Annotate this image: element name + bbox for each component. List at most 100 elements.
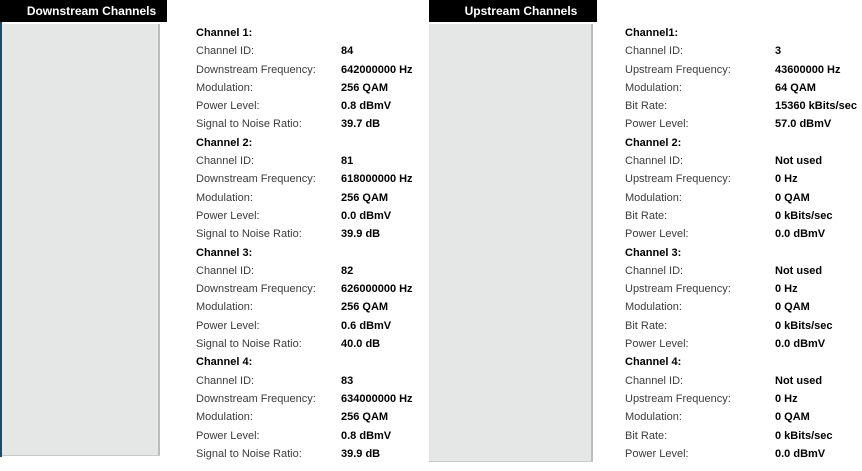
- field-value: 40.0 dB: [341, 338, 381, 351]
- field-row: Channel ID: Not used: [625, 262, 862, 280]
- field-label: Downstream Frequency:: [196, 63, 316, 76]
- field-label: Downstream Frequency:: [196, 173, 316, 186]
- field-value: 0 kBits/sec: [775, 429, 833, 442]
- downstream-channel-list: Channel 1: Channel ID: 84 Downstream Fre…: [196, 24, 430, 463]
- field-label: Power Level:: [196, 100, 260, 113]
- field-value: 0 QAM: [775, 191, 810, 204]
- field-value: 256 QAM: [341, 301, 389, 314]
- field-label: Channel ID:: [196, 374, 255, 387]
- field-value: 0 kBits/sec: [775, 209, 833, 222]
- field-row: Power Level: 0.0 dBmV: [625, 225, 862, 243]
- field-label: Power Level:: [625, 447, 689, 460]
- field-value: 15360 kBits/sec: [775, 100, 857, 113]
- channel-header: Channel 1:: [196, 27, 253, 39]
- field-value: 84: [341, 45, 354, 58]
- field-row: Downstream Frequency: 642000000 Hz: [196, 61, 430, 79]
- channel-header: Channel 3:: [196, 246, 253, 259]
- field-row: Power Level: 57.0 dBmV: [625, 115, 862, 133]
- field-row: Channel ID: Not used: [625, 152, 862, 170]
- field-value: 0 kBits/sec: [775, 319, 833, 332]
- field-label: Modulation:: [196, 411, 253, 424]
- field-row: Upstream Frequency: 0 Hz: [625, 390, 862, 408]
- field-label: Signal to Noise Ratio:: [196, 447, 302, 460]
- field-value: 626000000 Hz: [341, 283, 413, 296]
- field-row: Upstream Frequency: 0 Hz: [625, 170, 862, 188]
- field-label: Upstream Frequency:: [625, 283, 731, 296]
- field-row: Modulation: 256 QAM: [196, 79, 430, 97]
- field-row: Modulation: 256 QAM: [196, 408, 430, 426]
- field-value: 57.0 dBmV: [775, 118, 832, 131]
- field-label: Bit Rate:: [625, 100, 668, 113]
- field-label: Upstream Frequency:: [625, 173, 731, 186]
- field-row: Channel ID: 3: [625, 42, 862, 60]
- field-label: Bit Rate:: [625, 429, 668, 442]
- field-label: Signal to Noise Ratio:: [196, 118, 302, 131]
- field-label: Channel ID:: [625, 374, 684, 387]
- field-value: 0.0 dBmV: [775, 228, 826, 241]
- field-row: Signal to Noise Ratio: 39.9 dB: [196, 445, 430, 463]
- field-row: Modulation: 256 QAM: [196, 298, 430, 316]
- field-row: Downstream Frequency: 618000000 Hz: [196, 170, 430, 188]
- field-value: 642000000 Hz: [341, 63, 413, 76]
- field-value: 83: [341, 374, 354, 387]
- field-label: Modulation:: [196, 81, 253, 94]
- field-label: Bit Rate:: [625, 209, 668, 222]
- field-value: 0.0 dBmV: [775, 447, 826, 460]
- upstream-channel-list: Channel1: Channel ID: 3 Upstream Frequen…: [625, 24, 862, 463]
- field-label: Channel ID:: [625, 264, 684, 277]
- field-row: Signal to Noise Ratio: 39.7 dB: [196, 115, 430, 133]
- field-row: Power Level: 0.0 dBmV: [625, 445, 862, 463]
- field-row: Modulation: 0 QAM: [625, 189, 862, 207]
- field-label: Power Level:: [196, 209, 260, 222]
- downstream-channel-2-block: Channel 2: Channel ID: 81 Downstream Fre…: [196, 134, 430, 244]
- downstream-channel-4-block: Channel 4: Channel ID: 83 Downstream Fre…: [196, 353, 430, 463]
- field-row: Bit Rate: 15360 kBits/sec: [625, 97, 862, 115]
- field-label: Power Level:: [625, 228, 689, 241]
- field-label: Signal to Noise Ratio:: [196, 338, 302, 351]
- field-value: 39.9 dB: [341, 228, 381, 241]
- field-row: Channel ID: 84: [196, 42, 430, 60]
- channel-header: Channel 4:: [196, 356, 253, 369]
- field-row: Upstream Frequency: 43600000 Hz: [625, 61, 862, 79]
- field-label: Channel ID:: [196, 264, 255, 277]
- field-label: Modulation:: [625, 191, 682, 204]
- upstream-channel-1-block: Channel1: Channel ID: 3 Upstream Frequen…: [625, 24, 862, 134]
- field-label: Modulation:: [625, 411, 682, 424]
- downstream-panel-title: Downstream Channels: [0, 0, 167, 22]
- field-label: Downstream Frequency:: [196, 392, 316, 405]
- field-value: 256 QAM: [341, 81, 389, 94]
- field-label: Power Level:: [625, 338, 689, 351]
- field-value: Not used: [775, 264, 823, 277]
- upstream-channel-2-block: Channel 2: Channel ID: Not used Upstream…: [625, 134, 862, 244]
- downstream-channel-1-block: Channel 1: Channel ID: 84 Downstream Fre…: [196, 24, 430, 134]
- field-value: 0.8 dBmV: [341, 100, 392, 113]
- field-row: Channel ID: Not used: [625, 372, 862, 390]
- channel-header: Channel1:: [625, 27, 679, 39]
- field-row: Channel ID: 82: [196, 262, 430, 280]
- field-label: Channel ID:: [625, 155, 684, 168]
- field-label: Power Level:: [196, 319, 260, 332]
- field-value: 43600000 Hz: [775, 63, 841, 76]
- field-value: 0 QAM: [775, 411, 810, 424]
- field-label: Modulation:: [196, 301, 253, 314]
- field-label: Modulation:: [196, 191, 253, 204]
- field-row: Modulation: 0 QAM: [625, 408, 862, 426]
- field-row: Modulation: 64 QAM: [625, 79, 862, 97]
- upstream-channel-3-block: Channel 3: Channel ID: Not used Upstream…: [625, 244, 862, 354]
- field-row: Bit Rate: 0 kBits/sec: [625, 427, 862, 445]
- field-row: Channel ID: 83: [196, 372, 430, 390]
- field-row: Bit Rate: 0 kBits/sec: [625, 317, 862, 335]
- field-label: Bit Rate:: [625, 319, 668, 332]
- field-value: 0.0 dBmV: [775, 338, 826, 351]
- field-value: 39.7 dB: [341, 118, 381, 131]
- field-value: Not used: [775, 374, 823, 387]
- upstream-channel-4-block: Channel 4: Channel ID: Not used Upstream…: [625, 353, 862, 463]
- field-label: Channel ID:: [196, 45, 255, 58]
- field-label: Power Level:: [196, 429, 260, 442]
- field-value: 0.6 dBmV: [341, 319, 392, 332]
- field-row: Modulation: 0 QAM: [625, 298, 862, 316]
- channel-header: Channel 2:: [196, 136, 253, 149]
- field-label: Downstream Frequency:: [196, 283, 316, 296]
- field-row: Bit Rate: 0 kBits/sec: [625, 207, 862, 225]
- field-row: Signal to Noise Ratio: 40.0 dB: [196, 335, 430, 353]
